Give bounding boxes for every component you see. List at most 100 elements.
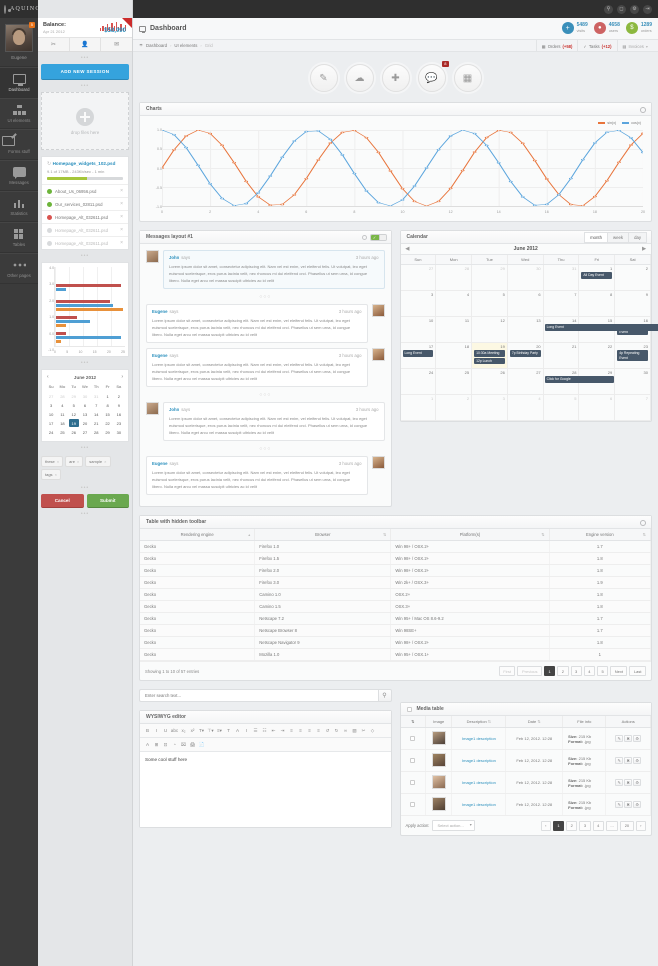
media-column-header[interactable]: Actions	[605, 716, 651, 728]
search-button[interactable]: ⚲	[377, 689, 392, 702]
gear-icon[interactable]	[640, 106, 646, 113]
calendar-day[interactable]: 9	[615, 291, 651, 317]
calendar-day[interactable]: 1	[400, 395, 437, 421]
media-column-header[interactable]: Description ⇅	[451, 716, 507, 728]
editor-tool-button[interactable]: I	[245, 728, 248, 733]
minical-day[interactable]: 15	[105, 411, 110, 417]
row-checkbox[interactable]	[410, 779, 416, 785]
delete-icon[interactable]: ✖	[624, 779, 633, 786]
message-separator[interactable]: ○○○	[259, 294, 272, 300]
media-column-header[interactable]: File info	[562, 716, 607, 728]
description-link[interactable]: Image1 description	[462, 736, 496, 741]
cancel-button[interactable]: Cancel	[41, 494, 84, 508]
toggle-switch[interactable]: ✓	[369, 233, 387, 241]
page-button[interactable]: 2	[566, 820, 578, 831]
minical-day[interactable]: 4	[61, 402, 64, 408]
page-button[interactable]: ›	[635, 820, 646, 831]
select-all-checkbox[interactable]	[406, 706, 412, 712]
tags-widget[interactable]: these × are × sample × tags ×	[41, 454, 129, 482]
table-column-header[interactable]: Platform(s) ⇅	[390, 529, 550, 541]
row-checkbox-cell[interactable]	[400, 771, 426, 794]
close-icon[interactable]: ×	[120, 240, 123, 246]
file-dropzone[interactable]: drop files here	[41, 92, 129, 150]
minical-day[interactable]: 5	[72, 402, 75, 408]
calendar-day[interactable]: 13	[507, 317, 544, 343]
table-row[interactable]: Gecko Firefox 1.5 Win 98+ / OSX.2+ 1.8	[140, 552, 652, 565]
calendar-day[interactable]: 19 10:30a Meeting 12p Lunch	[472, 343, 508, 369]
message-separator[interactable]: ○○○	[259, 446, 272, 452]
editor-tool-button[interactable]: ⊞	[154, 741, 159, 747]
next-month-button[interactable]: ▶	[642, 246, 646, 252]
table-column-header[interactable]: Rendering engine ▴	[140, 529, 256, 541]
page-button[interactable]: Previous	[517, 666, 543, 676]
row-checkbox[interactable]	[410, 735, 416, 741]
minical-day[interactable]: 16	[116, 411, 122, 417]
calendar-day[interactable]: 2	[436, 395, 473, 421]
file-row[interactable]: About_Us_06956.psd ×	[42, 184, 128, 197]
compose-button[interactable]: ✎	[309, 64, 338, 92]
minical-day[interactable]: 11	[60, 411, 65, 417]
widget-handle[interactable]: •••	[80, 445, 90, 451]
table-row[interactable]: Gecko Mozilla 1.0 Win 95+ / OSX.1+ 1	[140, 648, 652, 661]
mail-icon[interactable]: ✉	[114, 42, 120, 48]
close-icon[interactable]: ×	[120, 214, 123, 220]
quicklink-orders[interactable]: ▦ Orders (+58)	[535, 40, 578, 52]
editor-tool-button[interactable]: ☰	[253, 727, 258, 733]
sidebar-item-ui-elements[interactable]: UI elements	[0, 98, 38, 129]
page-button[interactable]: ...	[605, 820, 619, 831]
editor-tool-button[interactable]: abc	[170, 728, 179, 733]
editor-tool-button[interactable]: ∞	[343, 728, 348, 733]
file-row[interactable]: Homepage_Alt_032611.psd ×	[42, 210, 128, 223]
calendar-day[interactable]: 10	[400, 317, 437, 343]
minical-day[interactable]: 23	[116, 420, 122, 426]
calendar-day[interactable]: 20 7p Birthday Party	[507, 343, 544, 369]
calendar-day[interactable]: 7	[615, 395, 651, 421]
settings-icon[interactable]: ⚙	[633, 801, 642, 808]
minical-day[interactable]: 6	[83, 402, 87, 408]
calendar-day[interactable]: 1 All Day Event	[579, 265, 616, 291]
settings-icon[interactable]: ⚙	[633, 757, 642, 764]
file-row[interactable]: Our_services_02811.psd ×	[42, 197, 128, 210]
minical-day[interactable]: 27	[82, 429, 88, 435]
media-row[interactable]: Image1 description Feb 12, 2012. 12:28 Siz…	[400, 771, 651, 794]
row-checkbox-cell[interactable]	[400, 749, 426, 772]
minical-day[interactable]: 19	[68, 419, 79, 427]
chat-icon[interactable]: ◻	[617, 4, 626, 14]
avatar[interactable]: 5	[5, 22, 35, 52]
calendar-day[interactable]: 5	[543, 395, 580, 421]
sidebar-item-messages[interactable]: Messages	[0, 160, 38, 191]
tag-item[interactable]: sample ×	[85, 456, 111, 467]
editor-tool-button[interactable]: ↻	[334, 727, 339, 733]
editor-tool-button[interactable]: ✂	[361, 727, 366, 733]
close-icon[interactable]: ×	[120, 201, 123, 207]
table-row[interactable]: Gecko Firefox 3.0 Win 2k+ / OSX.3+ 1.9	[140, 576, 652, 589]
media-row[interactable]: Image1 description Feb 12, 2012. 12:28 Siz…	[400, 749, 651, 772]
search-icon[interactable]: ⚲	[604, 4, 613, 14]
calendar-day[interactable]: 11	[436, 317, 473, 343]
calendar-day[interactable]: 22	[579, 343, 616, 369]
file-row[interactable]: Homepage_Alt_032611.psd ×	[42, 223, 128, 236]
editor-toolbar-row2[interactable]: A ⊞ ⊡ ◔ ⌧ 🖨 📄	[140, 738, 391, 752]
submit-button[interactable]: Submit	[86, 494, 129, 508]
tab-day[interactable]: day	[628, 232, 647, 243]
settings-icon[interactable]: ⚙	[633, 779, 642, 786]
calendar-day[interactable]: 27	[400, 265, 437, 291]
calendar-event[interactable]: 12p Lunch	[474, 357, 505, 365]
calendar-day[interactable]: 24	[400, 369, 437, 395]
edit-icon[interactable]: ✎	[615, 801, 624, 808]
calendar-day[interactable]: 14 Long Event	[543, 317, 658, 343]
tag-item[interactable]: are ×	[65, 456, 84, 467]
page-button[interactable]: ‹	[540, 820, 551, 831]
edit-icon[interactable]: ✎	[615, 757, 624, 764]
calendar-day[interactable]: 5	[472, 291, 508, 317]
editor-tool-button[interactable]: ☷	[262, 727, 267, 733]
page-button[interactable]: 2	[557, 666, 569, 676]
widget-handle[interactable]: •••	[80, 55, 90, 61]
stat-orders[interactable]: $ 1289 orders	[625, 22, 652, 34]
quicklink-tasks[interactable]: ✓ Tasks (+12)	[577, 40, 616, 52]
page-button[interactable]: Last	[629, 666, 646, 676]
calendar-day[interactable]: 29	[579, 369, 616, 395]
editor-tool-button[interactable]: ↺	[325, 727, 330, 733]
minical-day[interactable]: 9	[117, 402, 120, 408]
calendar-day[interactable]: 6	[507, 291, 544, 317]
